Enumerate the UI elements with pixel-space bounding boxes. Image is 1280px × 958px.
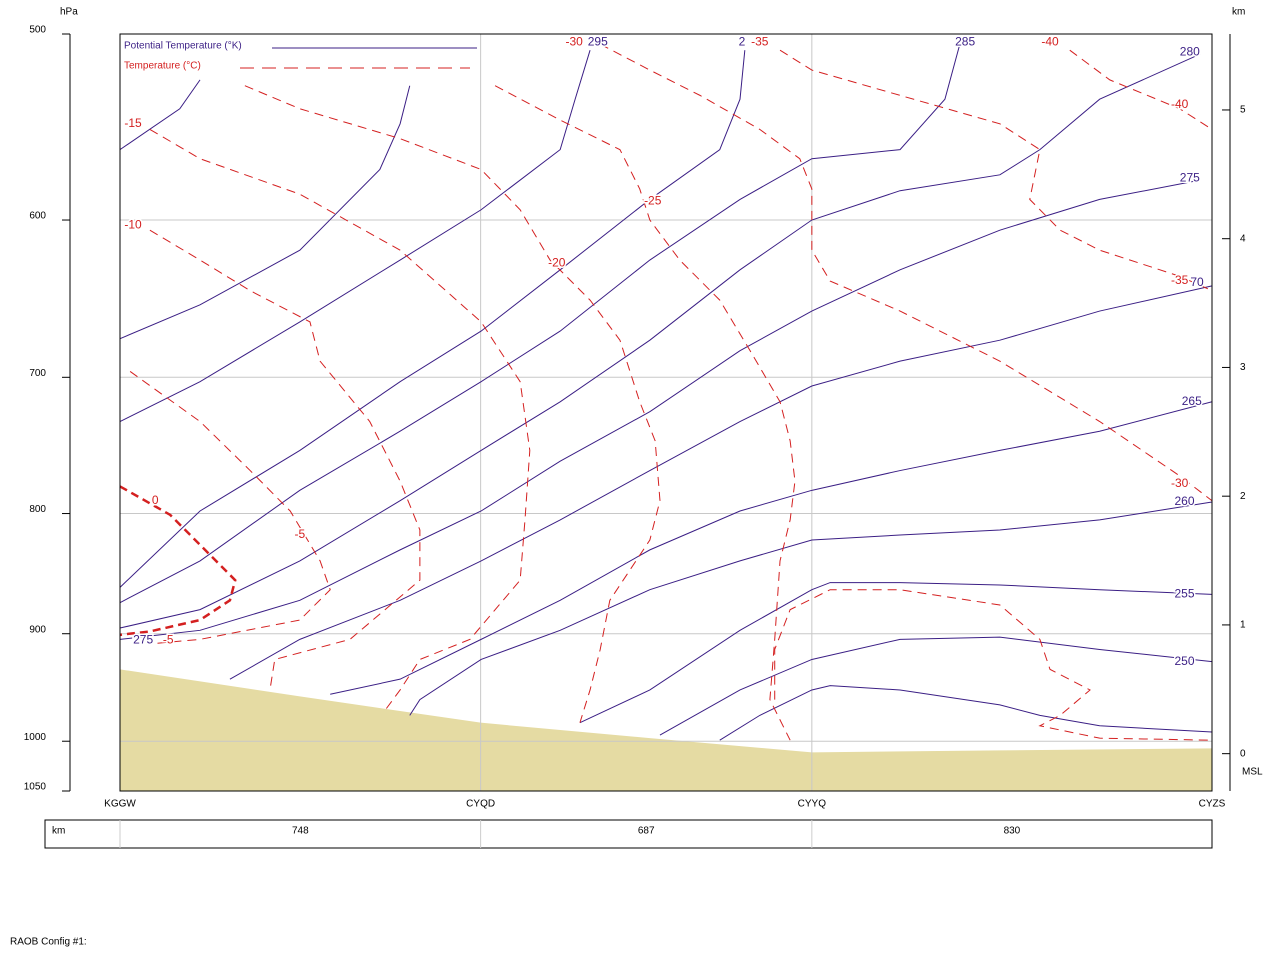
contour-label: -20 (548, 255, 566, 269)
y2-axis-label: km (1232, 7, 1245, 18)
contour-line (149, 128, 531, 711)
contour-label: 2 (739, 34, 746, 48)
contour-line (779, 49, 1213, 292)
contour-label: 250 (1175, 654, 1195, 668)
y-tick-label: 500 (29, 25, 46, 36)
contour-label: -30 (1171, 476, 1189, 490)
contour-label: 280 (1180, 44, 1200, 58)
contour-line (719, 685, 1213, 741)
y-tick-label: 1050 (24, 782, 47, 793)
contour-label: -15 (124, 116, 142, 130)
contour-label: 285 (955, 34, 975, 48)
y2-axis-note: MSL (1242, 767, 1263, 778)
contour-line (229, 285, 1213, 680)
station-label: CYQD (466, 799, 495, 810)
plot-area (119, 33, 1213, 792)
contour-line (774, 589, 1213, 741)
contour-label: 255 (1175, 587, 1195, 601)
y2-tick-label: 3 (1240, 362, 1246, 373)
contour-label: -5 (294, 527, 305, 541)
station-label: CYYQ (798, 799, 827, 810)
contour-label: -35 (1171, 273, 1189, 287)
contour-line (119, 85, 411, 340)
y-tick-label: 800 (29, 504, 46, 515)
distance-unit: km (52, 826, 65, 837)
contour-label: -30 (565, 34, 583, 48)
contour-line (599, 43, 1213, 502)
y-axis-label: hPa (60, 7, 78, 18)
contour-line (119, 50, 746, 588)
contour-label: -25 (644, 193, 662, 207)
contour-label: -35 (751, 34, 769, 48)
station-label: KGGW (104, 799, 136, 810)
contour-line (119, 179, 1201, 640)
contour-label: 265 (1182, 394, 1202, 408)
distance-table (44, 819, 1213, 849)
y-tick-label: 900 (29, 624, 46, 635)
contour-label: -10 (124, 217, 142, 231)
contour-line (119, 79, 201, 151)
footer-text: RAOB Config #1: (10, 937, 87, 948)
contour-label: 275 (1180, 171, 1200, 185)
contour-line (659, 636, 1213, 736)
contour-line (409, 501, 1213, 716)
y2-tick-label: 5 (1240, 105, 1246, 116)
y2-tick-label: 0 (1240, 748, 1246, 759)
contour-label: -5 (163, 633, 174, 647)
station-label: CYZS (1199, 799, 1226, 810)
plot-border (119, 33, 1213, 792)
contour-label: -40 (1041, 34, 1059, 48)
contour-line (330, 401, 1213, 695)
contour-line (579, 582, 1213, 724)
contour-label: 260 (1175, 494, 1195, 508)
legend-label: Potential Temperature (°K) (124, 41, 242, 52)
distance-value: 830 (1004, 826, 1021, 837)
legend-label: Temperature (°C) (124, 61, 201, 72)
contour-label: 0 (152, 493, 159, 507)
contour-line (129, 371, 331, 645)
terrain (120, 669, 1212, 791)
y-tick-label: 1000 (24, 732, 47, 743)
y-tick-label: 700 (29, 368, 46, 379)
contour-line (119, 53, 1201, 629)
contour-label: -40 (1171, 97, 1189, 111)
contour-line (119, 50, 591, 422)
y2-tick-label: 4 (1240, 233, 1246, 244)
contour-label: 275 (133, 633, 153, 647)
contour-line (119, 44, 961, 604)
distance-value: 687 (638, 826, 655, 837)
contour-line (119, 485, 237, 637)
contour-line (149, 229, 421, 691)
contour-label: 70 (1190, 275, 1204, 289)
y2-tick-label: 1 (1240, 620, 1246, 631)
contour-line (494, 85, 796, 741)
y2-tick-label: 2 (1240, 491, 1246, 502)
y-tick-label: 600 (29, 211, 46, 222)
contour-label: 295 (588, 34, 608, 48)
distance-value: 748 (292, 826, 309, 837)
